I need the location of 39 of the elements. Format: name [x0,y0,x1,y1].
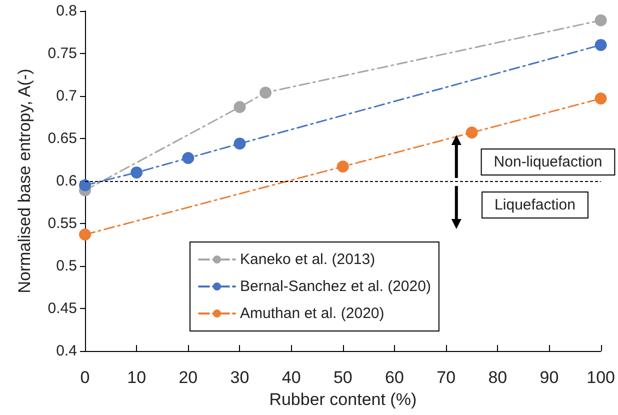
point [79,179,91,192]
y-axis-title: Normalised base entropy, A(-) [15,68,34,294]
legend-label: Kaneko et al. (2013) [240,251,376,268]
legend-label: Amuthan et al. (2020) [240,305,384,322]
x-tick-label: 10 [127,368,146,387]
x-tick-label: 60 [385,368,404,387]
point [260,86,272,99]
y-tick-label: 0.6 [56,172,77,190]
point [130,166,143,178]
y-tick-label: 0.7 [56,88,77,104]
point [182,152,194,164]
x-tick-label: 80 [488,368,508,387]
point [594,39,607,51]
x-tick-label: 50 [333,368,352,387]
annotation: Non-liquefaction [494,154,602,170]
x-tick-label: 0 [80,368,90,387]
annotation: Liquefaction [494,196,576,214]
y-tick-label: 0.4 [56,342,77,360]
x-tick-label: 20 [178,368,198,387]
x-tick-label: 70 [436,368,456,387]
x-tick-label: 30 [230,368,250,387]
point [79,228,91,241]
point [594,92,607,105]
y-tick-label: 0.8 [56,2,77,20]
x-tick-label: 100 [586,368,616,387]
x-axis-title: Rubber content (%) [269,390,417,409]
y-tick-label: 0.55 [48,215,77,232]
x-tick-label: 40 [282,368,301,387]
point [466,126,478,139]
y-tick-label: 0.5 [56,258,77,274]
point [594,14,607,26]
point [234,101,246,114]
x-tick-label: 90 [540,368,559,387]
point [234,138,246,150]
y-tick-label: 0.75 [48,45,77,62]
point [336,160,349,173]
y-tick-label: 0.65 [48,130,77,147]
y-tick-label: 0.45 [48,300,77,317]
legend-label: Bernal-Sanchez et al. (2020) [240,278,431,295]
